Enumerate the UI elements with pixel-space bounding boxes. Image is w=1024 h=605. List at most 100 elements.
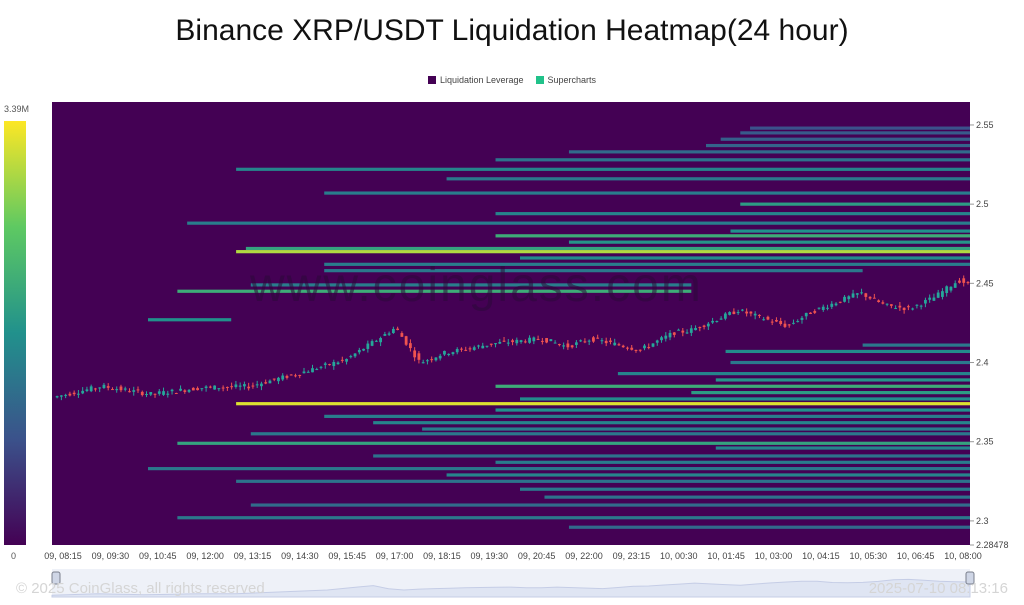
candle-body xyxy=(77,393,80,395)
candle-body xyxy=(783,323,787,327)
candle-body xyxy=(213,385,217,390)
candle-body xyxy=(336,362,340,365)
liquidation-band xyxy=(691,391,970,395)
candle-body xyxy=(489,343,493,345)
candle-body xyxy=(106,386,110,388)
candle-body xyxy=(481,345,485,349)
candle-body xyxy=(685,332,689,334)
candle-body xyxy=(843,296,846,302)
candle-body xyxy=(396,328,400,330)
navigator[interactable] xyxy=(51,569,975,598)
candle-body xyxy=(770,321,774,323)
candle-body xyxy=(834,303,838,306)
candle-body xyxy=(609,340,612,342)
candle-body xyxy=(183,390,187,392)
candle-body xyxy=(740,309,744,311)
liquidation-bands xyxy=(148,126,971,529)
liquidation-band xyxy=(750,126,970,130)
candle-body xyxy=(123,388,127,390)
candle-body xyxy=(928,297,932,300)
candle-body xyxy=(238,385,242,387)
liquidation-band xyxy=(324,191,970,195)
y-tick-label: 2.5 xyxy=(976,199,989,209)
candle-body xyxy=(668,332,672,338)
legend-item-supercharts[interactable]: Supercharts xyxy=(535,75,596,85)
x-tick-label: 09, 09:30 xyxy=(92,551,130,561)
candle-body xyxy=(698,327,702,329)
candle-body xyxy=(319,366,323,368)
candle-body xyxy=(706,323,710,327)
candle-body xyxy=(902,307,906,311)
candle-body xyxy=(230,386,234,388)
liquidation-band xyxy=(236,167,970,171)
x-tick-label: 10, 05:30 xyxy=(849,551,887,561)
candle-body xyxy=(860,292,863,294)
candle-body xyxy=(140,391,144,396)
candle-body xyxy=(443,350,446,355)
candle-body xyxy=(847,296,851,300)
candle-body xyxy=(936,292,940,298)
candle-body xyxy=(145,394,148,396)
candle-body xyxy=(217,388,221,390)
y-tick-label: 2.35 xyxy=(976,437,994,447)
liquidation-band xyxy=(250,283,692,287)
y-tick-label: 2.4 xyxy=(976,358,989,368)
x-tick-label: 10, 06:45 xyxy=(897,551,935,561)
candle-body xyxy=(68,393,72,396)
y-tick-label: 2.45 xyxy=(976,278,994,288)
candle-body xyxy=(264,382,268,384)
candle-body xyxy=(813,311,817,313)
liquidation-band xyxy=(187,221,970,225)
liquidation-band xyxy=(715,378,970,382)
candle-body xyxy=(715,320,719,322)
candle-body xyxy=(540,340,544,342)
navigator-handle-left[interactable] xyxy=(51,571,61,585)
candle-body xyxy=(689,328,693,333)
candle-body xyxy=(306,371,310,373)
candle-body xyxy=(817,307,821,309)
x-tick-label: 09, 22:00 xyxy=(565,551,603,561)
candle-body xyxy=(102,384,106,389)
candle-body xyxy=(877,300,880,303)
liquidation-band xyxy=(495,234,970,238)
candle-body xyxy=(153,393,157,395)
liquidation-band xyxy=(725,349,970,354)
liquidation-band xyxy=(177,289,692,293)
liquidation-band xyxy=(236,250,970,254)
liquidation-band xyxy=(250,503,970,507)
candle-body xyxy=(562,345,566,347)
navigator-handle-right[interactable] xyxy=(965,571,975,585)
price-candles xyxy=(55,275,970,401)
candle-body xyxy=(417,353,421,360)
liquidation-band xyxy=(617,372,970,376)
candle-body xyxy=(149,392,153,395)
candle-body xyxy=(353,353,357,357)
candle-body xyxy=(945,286,949,294)
candle-body xyxy=(400,333,404,337)
liquidation-band xyxy=(520,397,970,401)
candle-body xyxy=(196,388,199,391)
candle-body xyxy=(366,343,370,349)
candle-body xyxy=(728,312,732,315)
candle-body xyxy=(864,293,868,297)
candle-body xyxy=(247,386,251,389)
candle-body xyxy=(745,311,749,314)
candle-body xyxy=(651,343,655,347)
liquidation-band xyxy=(373,421,970,425)
x-axis: 09, 08:15 09, 09:30 09, 10:45 09, 12:00 09, … xyxy=(44,551,982,561)
candle-body xyxy=(557,344,561,346)
candle-body xyxy=(200,388,204,390)
candle-body xyxy=(498,341,502,344)
candle-body xyxy=(413,350,417,358)
liquidation-band xyxy=(148,318,232,322)
candle-body xyxy=(430,359,434,361)
candle-body xyxy=(170,389,174,392)
candle-body xyxy=(225,386,229,388)
legend-item-liquidation-leverage[interactable]: Liquidation Leverage xyxy=(427,75,524,85)
candle-body xyxy=(179,388,182,391)
y-axis: 2.55 2.5 2.45 2.4 2.35 2.3 2.28478 xyxy=(970,120,1009,550)
candle-body xyxy=(332,362,336,367)
liquidation-band xyxy=(568,525,970,529)
candle-body xyxy=(915,304,919,306)
candle-body xyxy=(519,340,523,342)
